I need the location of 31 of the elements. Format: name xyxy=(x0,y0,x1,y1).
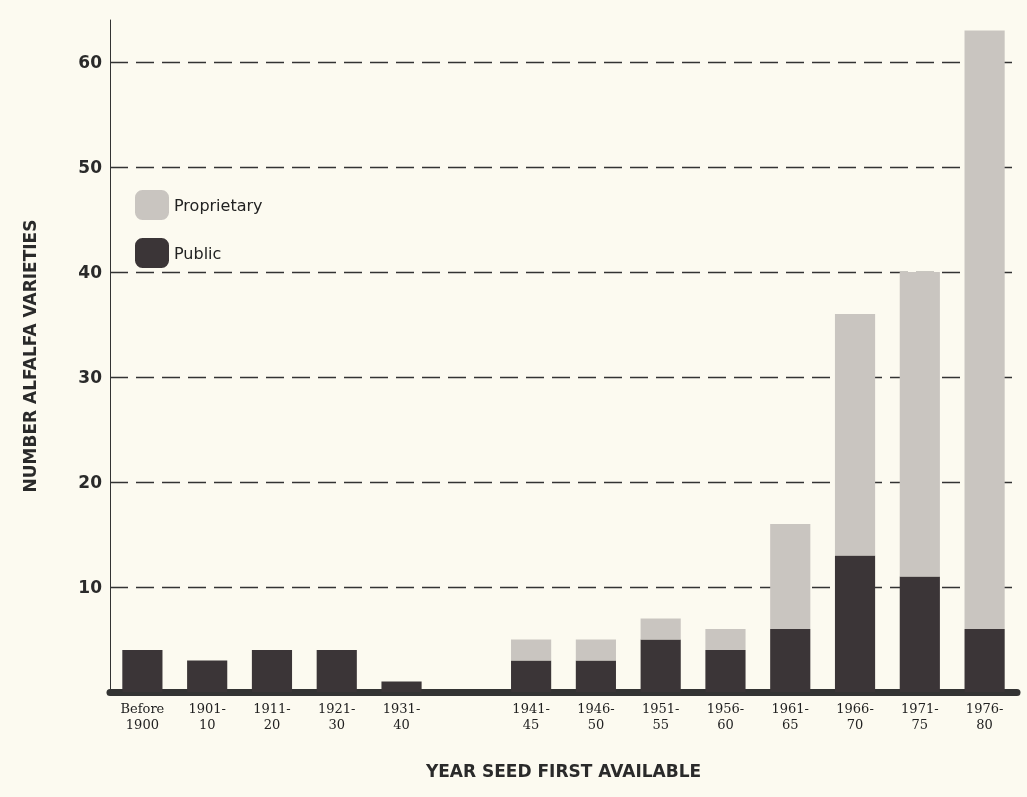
x-tick-label: 1941-45 xyxy=(512,700,550,732)
legend-label: Proprietary xyxy=(174,195,263,215)
bar xyxy=(640,618,681,640)
y-tick-label: 10 xyxy=(78,577,103,597)
bar xyxy=(575,639,616,661)
x-tick-label: Before 1900 xyxy=(120,700,165,732)
y-tick-label: 20 xyxy=(78,472,103,492)
bar xyxy=(770,524,811,629)
bar xyxy=(964,30,1005,629)
bar xyxy=(705,629,746,650)
legend-label: Public xyxy=(174,243,222,263)
y-tick-label: 30 xyxy=(78,367,103,387)
x-axis-title: YEAR SEED FIRST AVAILABLE xyxy=(424,760,702,781)
x-tick-label: 1921-30 xyxy=(318,700,356,732)
bar xyxy=(899,272,940,577)
x-tick-label: 1931-40 xyxy=(382,700,421,732)
x-tick-label: 1956-60 xyxy=(706,700,745,732)
bar xyxy=(511,639,552,661)
y-axis-title: NUMBER ALFALFA VARIETIES xyxy=(19,219,40,493)
x-tick-label: 1946-50 xyxy=(577,700,615,732)
x-tick-label: 1951-55 xyxy=(641,700,680,732)
x-tick-label: 1901-10 xyxy=(188,700,226,732)
y-tick-label: 50 xyxy=(78,157,103,177)
y-tick-label: 60 xyxy=(78,52,103,72)
x-tick-label: 1971-75 xyxy=(901,700,939,732)
y-tick-label: 40 xyxy=(78,262,103,282)
x-tick-label: 1911-20 xyxy=(253,700,291,732)
x-tick-label: 1976-80 xyxy=(965,700,1004,732)
x-tick-label: 1961-65 xyxy=(771,700,809,732)
bar xyxy=(834,314,876,556)
x-tick-label: 1966-70 xyxy=(836,700,874,732)
